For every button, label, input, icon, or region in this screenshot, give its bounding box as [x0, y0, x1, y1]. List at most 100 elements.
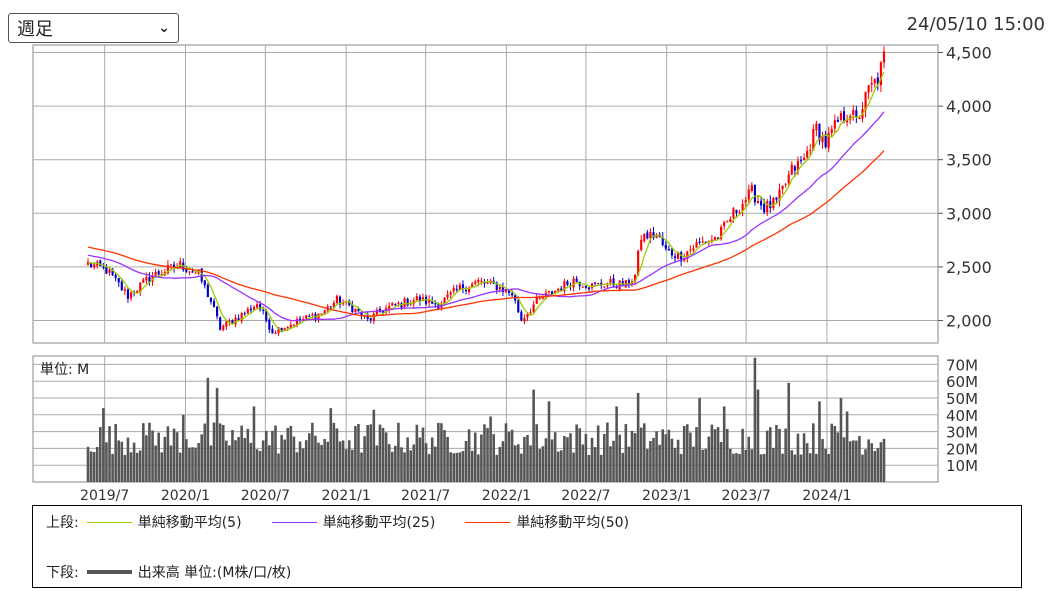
x-tick-label: 2021/1	[322, 488, 371, 504]
candle-body	[142, 279, 145, 283]
volume-bar	[129, 452, 133, 482]
volume-bar	[467, 429, 471, 482]
candle-body	[720, 226, 723, 240]
volume-bar	[338, 441, 342, 482]
volume-bar	[492, 434, 495, 482]
candle-body	[833, 120, 836, 129]
legend: 上段: 単純移動平均(5) 単純移動平均(25) 単純移動平均(50) 下段: …	[32, 505, 1022, 588]
candle-body	[612, 278, 615, 286]
candle-body	[169, 264, 173, 266]
candle-body	[166, 265, 169, 274]
volume-bar	[523, 436, 526, 482]
volume-tick-label: 10M	[946, 457, 978, 475]
candle-body	[544, 292, 548, 299]
legend-ma5-line	[86, 521, 132, 523]
volume-bar	[778, 428, 781, 482]
candle-body	[468, 287, 471, 293]
volume-bar	[172, 428, 176, 482]
volume-bar	[424, 443, 428, 482]
volume-bar	[86, 446, 90, 482]
volume-bar	[701, 449, 704, 482]
volume-bar	[603, 433, 606, 482]
candle-body	[271, 328, 274, 334]
candle-body	[701, 241, 704, 243]
candle-body	[541, 297, 544, 299]
volume-bar	[357, 424, 360, 482]
volume-bar	[400, 447, 403, 482]
candle-body	[265, 310, 268, 321]
price-tick-label: 4,500	[946, 44, 992, 63]
volume-bar	[609, 446, 612, 482]
volume-bar	[403, 452, 406, 482]
volume-bar	[252, 406, 256, 482]
volume-bar	[255, 449, 259, 482]
volume-bar	[440, 423, 443, 482]
candle-body	[677, 252, 680, 259]
volume-bar	[486, 428, 489, 482]
candle-body	[431, 300, 434, 304]
volume-bar	[510, 429, 514, 482]
volume-bar	[599, 454, 603, 482]
price-tick-label: 2,000	[946, 311, 992, 330]
candle-body	[775, 197, 778, 200]
volume-bar	[784, 428, 787, 482]
volume-bar	[845, 411, 849, 482]
candle-body	[157, 271, 160, 275]
candle-body	[292, 325, 295, 327]
price-tick-label: 2,500	[946, 258, 992, 277]
legend-ma50: 単純移動平均(50)	[465, 512, 629, 532]
candle-body	[129, 292, 133, 299]
candle-body	[237, 318, 240, 321]
volume-bar	[197, 443, 200, 482]
volume-bar	[805, 443, 809, 482]
volume-bar	[114, 424, 117, 482]
candle-body	[750, 185, 753, 192]
volume-bar	[673, 447, 677, 482]
volume-bar	[452, 453, 456, 482]
volume-bar	[209, 445, 213, 482]
sma25-line	[87, 111, 885, 322]
volume-bar	[237, 437, 240, 482]
volume-bar	[351, 449, 354, 482]
candle-body	[477, 280, 480, 283]
candle-body	[772, 197, 775, 209]
volume-bar	[301, 448, 305, 482]
volume-bar	[569, 433, 572, 482]
candle-body	[590, 283, 594, 289]
volume-bar	[218, 423, 222, 482]
candle-body	[729, 219, 732, 223]
volume-bar	[729, 448, 732, 482]
volume-bar	[520, 453, 523, 482]
volume-bar	[369, 424, 373, 482]
volume-bar	[793, 454, 797, 482]
candle-body	[873, 79, 876, 84]
period-select[interactable]: 週足 ⌄	[8, 13, 179, 43]
volume-bar	[283, 439, 286, 482]
candle-body	[212, 301, 216, 307]
volume-bar	[228, 445, 231, 482]
volume-bar	[495, 454, 499, 482]
volume-bar	[566, 437, 569, 482]
candle-body	[766, 201, 769, 213]
candle-body	[824, 134, 827, 147]
volume-bar	[427, 454, 431, 482]
candle-body	[796, 160, 800, 172]
candle-body	[323, 310, 326, 314]
volume-bar	[581, 444, 585, 482]
volume-bar	[203, 423, 207, 482]
stock-chart: 4,500 4,000 3,500 3,000 2,500 2,000 70M60M50M…	[32, 44, 992, 504]
sma50-line	[87, 150, 885, 317]
volume-bar	[443, 430, 446, 482]
candle-body	[216, 306, 219, 317]
candle-body	[618, 280, 621, 290]
volume-bar	[547, 401, 551, 482]
volume-bar	[661, 429, 665, 482]
x-tick-label: 2022/7	[561, 488, 610, 504]
candle-body	[148, 276, 151, 283]
candle-body	[781, 185, 784, 190]
volume-bar	[307, 433, 311, 482]
candle-body	[667, 249, 670, 251]
x-tick-label: 2023/7	[722, 488, 771, 504]
candle-body	[366, 314, 369, 319]
candle-body	[191, 271, 194, 273]
